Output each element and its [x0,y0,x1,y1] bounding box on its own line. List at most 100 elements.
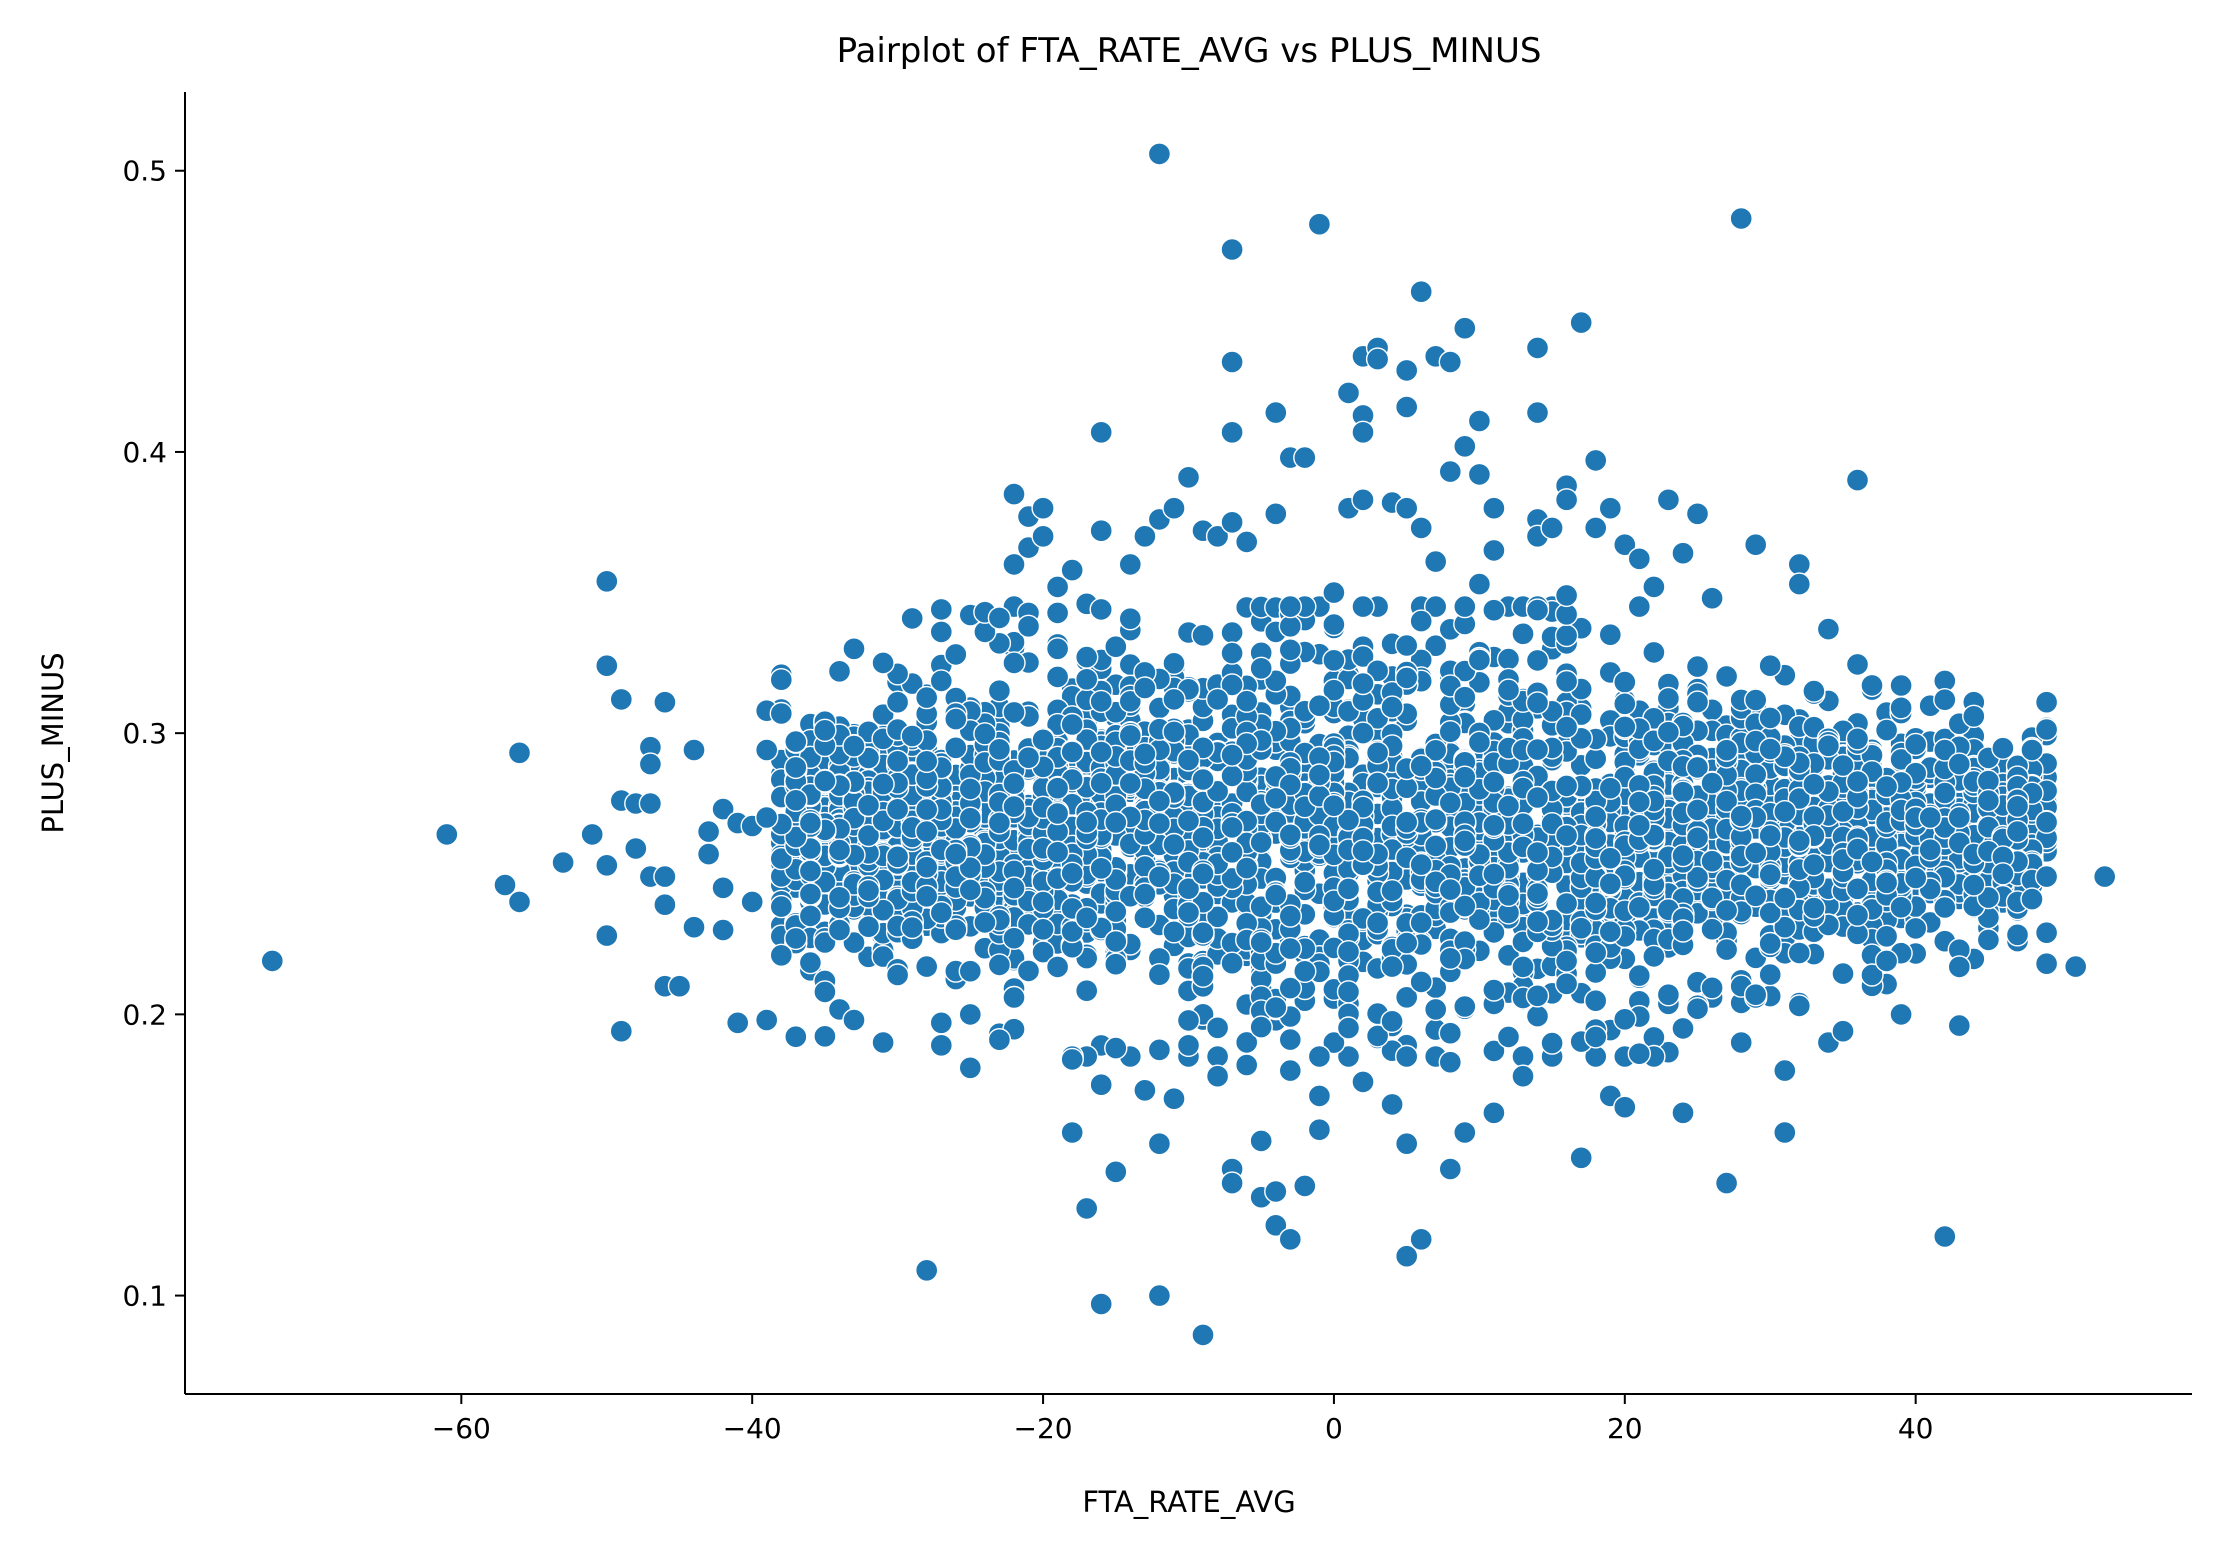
scatter-point [595,853,619,877]
scatter-point [944,842,968,866]
scatter-point [1220,951,1244,975]
scatter-point [1409,1227,1433,1252]
scatter-point [1409,970,1433,994]
scatter-point [813,718,837,742]
scatter-point [1685,690,1710,714]
scatter-point [1743,841,1768,865]
scatter-point [929,620,953,644]
scatter-point [1220,1171,1244,1195]
scatter-point [1714,738,1739,762]
scatter-point [1438,1021,1463,1045]
scatter-point [1089,856,1113,880]
scatter-point [1642,857,1666,881]
scatter-point [987,606,1012,630]
scatter-point [1409,754,1433,778]
scatter-point [1453,1120,1477,1145]
scatter-point [1482,598,1506,622]
scatter-point [1351,839,1375,863]
scatter-point [2020,738,2044,762]
scatter-point [1467,730,1492,754]
scatter-point [827,885,852,909]
scatter-point [1089,689,1113,714]
scatter-point [1220,510,1244,534]
scatter-point [1758,931,1782,956]
scatter-point [1162,687,1186,712]
scatter-point [1627,813,1652,837]
scatter-point [929,1033,953,1058]
scatter-point [1729,1030,1753,1055]
scatter-point [1743,688,1768,712]
scatter-point [1089,420,1113,444]
scatter-point [2005,923,2030,947]
scatter-point [1322,612,1346,637]
scatter-point [769,894,793,919]
scatter-point [1147,1283,1172,1308]
scatter-point [1220,764,1244,788]
scatter-point [1758,863,1782,887]
scatter-point [1002,700,1026,725]
scatter-point [1525,737,1550,762]
scatter-point [1453,316,1477,340]
scatter-point [1423,634,1448,658]
scatter-point [784,729,808,754]
scatter-point [1045,801,1070,826]
y-tick-label: 0.3 [122,717,167,750]
scatter-point [1787,552,1812,577]
scatter-point [1249,1129,1273,1153]
scatter-point [1874,774,1899,799]
scatter-point [987,679,1012,703]
scatter-point [1773,915,1797,939]
scatter-point [1598,776,1623,800]
scatter-point [1874,949,1899,973]
scatter-point [1336,381,1361,405]
scatter-point [1598,846,1623,870]
scatter-point [1307,1044,1332,1069]
scatter-point [1656,488,1681,512]
scatter-point [1831,961,1855,986]
scatter-point [1031,917,1055,941]
scatter-point [856,878,881,903]
scatter-point [1147,865,1172,889]
scatter-point [653,864,677,889]
scatter-point [1162,1086,1186,1111]
scatter-point [1074,667,1099,691]
x-tick-label: −60 [432,1412,491,1445]
scatter-point [1787,941,1812,965]
scatter-point [1802,679,1826,703]
scatter-point [1220,350,1244,374]
scatter-point [1554,774,1579,798]
scatter-point [1307,1084,1332,1108]
scatter-point [1525,598,1550,622]
scatter-point [1089,519,1113,543]
scatter-point [1249,656,1273,680]
scatter-point [1147,1131,1172,1156]
scatter-point [2034,864,2059,889]
scatter-point [1016,614,1041,638]
scatter-point [1467,572,1492,596]
scatter-point [1453,765,1477,789]
scatter-point [1336,1044,1361,1069]
scatter-point [1147,789,1172,813]
scatter-point [1613,692,1637,716]
scatter-point [1525,840,1550,865]
scatter-point [842,734,866,758]
scatter-point [1191,1323,1215,1347]
scatter-point [1438,459,1463,484]
scatter-point [1671,1016,1695,1041]
scatter-point [1525,984,1550,1008]
scatter-point [915,797,939,822]
chart-title: Pairplot of FTA_RATE_AVG vs PLUS_MINUS [837,31,1542,71]
scatter-point [595,923,619,948]
scatter-point [1278,1027,1303,1052]
scatter-point [958,806,982,830]
scatter-point [1234,689,1259,713]
scatter-point [1685,826,1710,850]
scatter-point [769,668,793,692]
scatter-point [609,687,633,712]
scatter-point [1671,1101,1695,1125]
scatter-point [1104,635,1128,659]
scatter-point [798,811,823,835]
scatter-point [1351,488,1375,512]
scatter-point [1583,960,1608,985]
scatter-point [1278,1227,1303,1252]
